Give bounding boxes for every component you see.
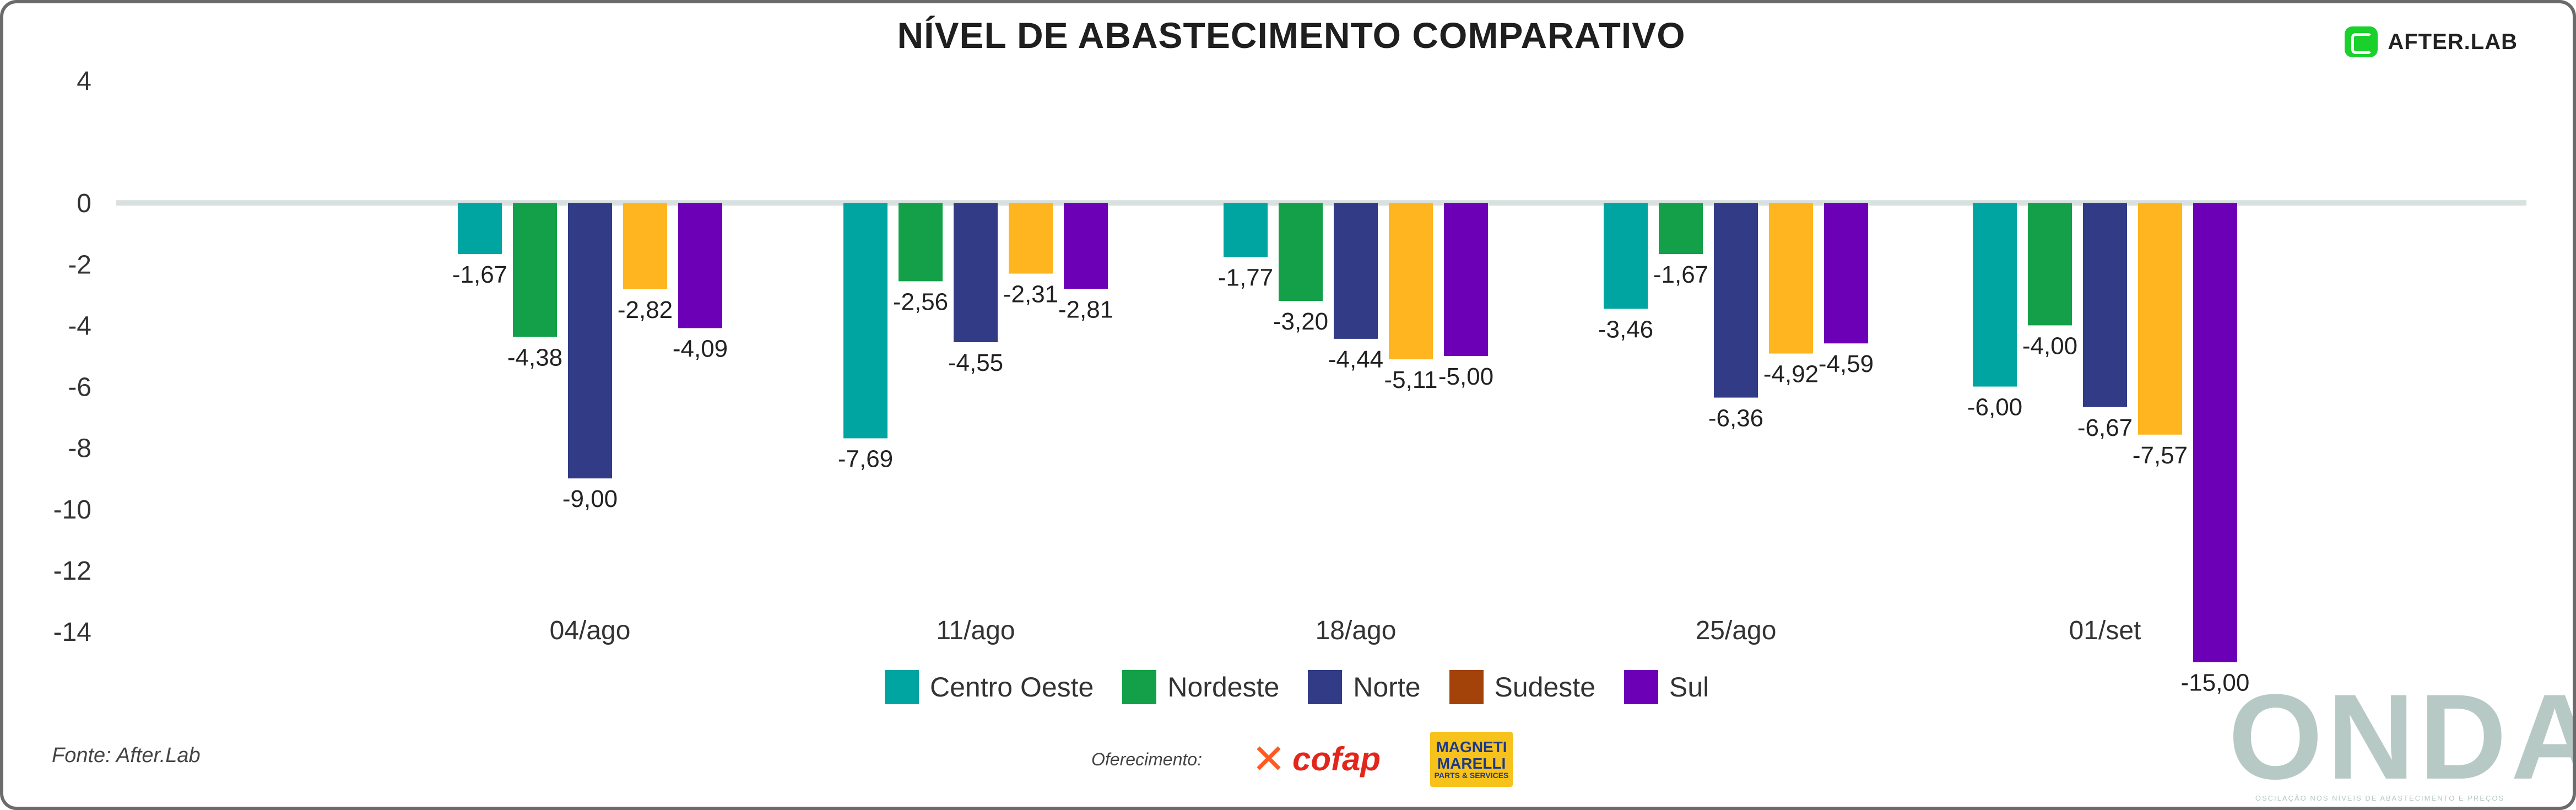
legend-swatch-centro-oeste [885, 670, 919, 704]
source-note: Fonte: After.Lab [52, 744, 201, 767]
bar-sul-04-ago [678, 203, 722, 328]
bar-sudeste-25-ago [1769, 203, 1813, 354]
legend-item-sudeste: Sudeste [1449, 670, 1595, 704]
bar-centro-oeste-11-ago [843, 203, 887, 439]
cofap-logo: ✕ cofap [1252, 739, 1381, 780]
data-label: -7,69 [838, 445, 893, 472]
legend-label-sul: Sul [1669, 672, 1709, 703]
magneti-marelli-line-1: MAGNETI [1436, 738, 1507, 756]
data-label: -15,00 [2181, 669, 2250, 696]
x-tick-label: 11/ago [936, 616, 1015, 645]
y-tick-label: -10 [53, 495, 91, 525]
onda-logo-text: ONDA [2228, 669, 2576, 804]
legend-label-sudeste: Sudeste [1494, 672, 1596, 703]
data-label: -5,11 [1384, 366, 1437, 393]
legend-label-norte: Norte [1353, 672, 1421, 703]
data-label: -2,81 [1058, 296, 1113, 323]
data-label: -5,00 [1438, 363, 1493, 390]
bar-sul-18-ago [1444, 203, 1488, 356]
y-tick-label: 0 [77, 189, 91, 218]
bar-norte-04-ago [568, 203, 612, 479]
data-label: -4,09 [673, 335, 728, 362]
bar-norte-25-ago [1714, 203, 1758, 398]
y-tick-label: -4 [68, 311, 91, 341]
y-tick-label: 4 [77, 67, 91, 96]
bar-nordeste-18-ago [1279, 203, 1323, 301]
x-tick-label: 01/set [2069, 616, 2141, 645]
legend-swatch-nordeste [1122, 670, 1157, 704]
legend-item-sul: Sul [1624, 670, 1709, 704]
bar-centro-oeste-01-set [1973, 203, 2017, 387]
brand-text: AFTER.LAB [2388, 29, 2518, 54]
y-tick-label: -12 [53, 557, 91, 586]
data-label: -7,57 [2133, 442, 2188, 469]
data-label: -1,67 [452, 261, 507, 288]
data-label: -2,56 [893, 288, 948, 315]
legend-swatch-norte [1308, 670, 1343, 704]
data-label: -2,82 [618, 296, 673, 323]
legend-label-centro-oeste: Centro Oeste [930, 672, 1094, 703]
legend-swatch-sul [1624, 670, 1659, 704]
legend-label-nordeste: Nordeste [1167, 672, 1280, 703]
bar-sul-11-ago [1064, 203, 1108, 289]
y-tick-label: -2 [68, 250, 91, 279]
data-label: -4,59 [1819, 350, 1874, 377]
bar-sudeste-18-ago [1389, 203, 1433, 360]
sponsors-row: Oferecimento: ✕ cofap MAGNETI MARELLI PA… [1091, 732, 1513, 787]
sponsors-label: Oferecimento: [1091, 749, 1202, 769]
x-tick-label: 04/ago [550, 616, 631, 645]
bar-sudeste-01-set [2138, 203, 2182, 435]
bar-sudeste-11-ago [1009, 203, 1053, 274]
bar-centro-oeste-18-ago [1224, 203, 1268, 257]
data-label: -4,38 [507, 344, 562, 371]
data-label: -1,77 [1218, 264, 1273, 291]
legend-item-nordeste: Nordeste [1122, 670, 1279, 704]
bar-sudeste-04-ago [623, 203, 667, 289]
bar-nordeste-01-set [2028, 203, 2072, 326]
data-label: -1,67 [1653, 261, 1708, 288]
onda-logo-subtitle: OSCILAÇÃO NOS NÍVEIS DE ABASTECIMENTO E … [2255, 794, 2505, 802]
bar-sul-01-set [2193, 203, 2237, 662]
magneti-marelli-logo: MAGNETI MARELLI PARTS & SERVICES [1430, 732, 1513, 787]
cofap-logo-text: cofap [1292, 741, 1381, 777]
data-label: -4,44 [1328, 346, 1383, 373]
chart-title: NÍVEL DE ABASTECIMENTO COMPARATIVO [897, 15, 1686, 56]
data-label: -3,46 [1598, 316, 1653, 343]
data-label: -6,67 [2077, 414, 2133, 441]
data-label: -4,00 [2022, 332, 2077, 359]
bar-centro-oeste-04-ago [458, 203, 502, 254]
legend-item-centro-oeste: Centro Oeste [885, 670, 1094, 704]
magneti-marelli-line-2: MARELLI [1437, 754, 1506, 772]
data-label: -6,00 [1967, 394, 2022, 421]
y-tick-label: -8 [68, 434, 91, 463]
data-label: -2,31 [1003, 281, 1058, 308]
magneti-marelli-line-3: PARTS & SERVICES [1434, 771, 1509, 780]
bar-centro-oeste-25-ago [1604, 203, 1648, 309]
legend-item-norte: Norte [1308, 670, 1421, 704]
cofap-x-icon: ✕ [1251, 736, 1286, 782]
bar-nordeste-11-ago [899, 203, 943, 282]
bar-nordeste-04-ago [513, 203, 557, 337]
y-tick-label: -6 [68, 373, 91, 402]
afterlab-mark-icon [2345, 26, 2378, 57]
bar-norte-01-set [2083, 203, 2127, 407]
data-label: -6,36 [1708, 405, 1763, 432]
data-label: -3,20 [1273, 308, 1328, 335]
onda-logo: ONDA OSCILAÇÃO NOS NÍVEIS DE ABASTECIMEN… [2228, 669, 2576, 804]
data-label: -4,55 [948, 349, 1003, 376]
brand-logo: AFTER.LAB [2345, 26, 2518, 57]
bar-chart: 40-2-4-6-8-10-12-14-1,67-4,38-9,00-2,82-… [53, 67, 2526, 696]
bar-sul-25-ago [1824, 203, 1868, 344]
bar-norte-11-ago [954, 203, 998, 342]
data-label: -9,00 [562, 485, 618, 512]
legend: Centro Oeste Nordeste Norte Sudeste Sul [885, 670, 1709, 704]
bar-nordeste-25-ago [1659, 203, 1703, 254]
data-label: -4,92 [1763, 361, 1819, 388]
y-tick-label: -14 [53, 618, 91, 647]
bar-norte-18-ago [1334, 203, 1378, 339]
x-tick-label: 18/ago [1316, 616, 1397, 645]
x-tick-label: 25/ago [1696, 616, 1777, 645]
legend-swatch-sudeste [1449, 670, 1484, 704]
